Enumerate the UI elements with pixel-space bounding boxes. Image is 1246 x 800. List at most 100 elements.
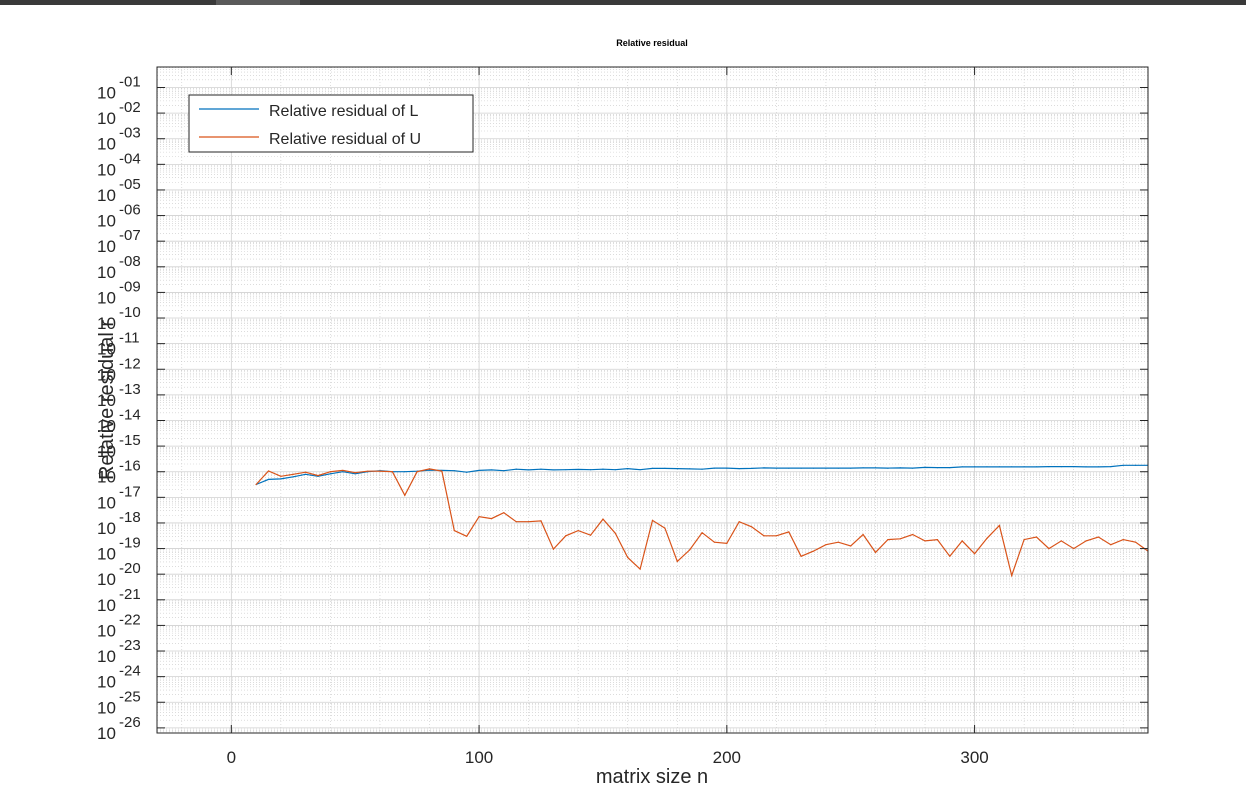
data-point <box>565 469 567 471</box>
data-point <box>391 471 393 473</box>
data-point <box>1135 541 1137 543</box>
data-point <box>936 539 939 541</box>
data-point <box>1060 540 1062 542</box>
y-tick-exponent: -13 <box>119 381 141 398</box>
y-tick-base: 10 <box>97 647 116 666</box>
y-tick-exponent: -05 <box>119 176 141 193</box>
data-point <box>317 474 319 477</box>
data-point <box>280 478 282 480</box>
data-point <box>639 469 641 471</box>
data-point <box>726 542 728 545</box>
data-point <box>961 540 963 542</box>
y-tick-label: 10-02 <box>97 99 141 128</box>
data-point <box>874 467 877 469</box>
data-point <box>837 467 839 469</box>
data-point <box>614 532 616 534</box>
y-tick-base: 10 <box>97 160 116 179</box>
data-point <box>1023 539 1025 541</box>
y-tick-label: 10-04 <box>97 150 141 179</box>
data-point <box>850 467 852 469</box>
data-point <box>503 512 505 514</box>
data-point <box>1097 466 1100 468</box>
y-tick-label: 10-18 <box>97 509 141 538</box>
series-layer <box>255 464 1148 578</box>
data-point <box>775 535 777 537</box>
y-tick-base: 10 <box>97 673 116 692</box>
data-point <box>515 521 517 523</box>
data-point <box>664 527 666 529</box>
y-tick-base: 10 <box>97 340 116 359</box>
data-point <box>342 471 344 473</box>
data-point <box>552 469 555 471</box>
y-tick-base: 10 <box>97 391 116 410</box>
data-point <box>961 466 963 468</box>
data-point <box>887 467 889 469</box>
x-tick-label: 100 <box>465 748 493 767</box>
data-point <box>614 469 616 471</box>
y-tick-label: 10-06 <box>97 202 141 231</box>
data-point <box>577 530 579 532</box>
data-point <box>689 549 691 551</box>
data-point <box>1073 547 1075 550</box>
y-tick-exponent: -22 <box>119 611 141 628</box>
legend[interactable]: Relative residual of L Relative residual… <box>188 94 474 153</box>
minor-grid <box>157 67 1148 733</box>
data-point <box>1110 544 1112 546</box>
data-point <box>738 521 740 523</box>
data-point <box>973 553 976 555</box>
y-tick-label: 10-01 <box>97 73 141 102</box>
x-tick-labels: 0 100 200 300 <box>227 748 989 767</box>
series-points-relative-residual-of-l <box>255 464 1148 486</box>
y-tick-label: 10-22 <box>97 611 141 640</box>
data-point <box>676 560 678 562</box>
y-tick-exponent: -18 <box>119 509 141 526</box>
data-point <box>924 540 926 542</box>
data-point <box>862 467 864 469</box>
data-point <box>1073 466 1075 468</box>
data-point <box>751 467 753 469</box>
data-point <box>800 555 802 557</box>
x-axis-label: matrix size n <box>596 766 708 788</box>
y-tick-base: 10 <box>97 212 116 231</box>
y-tick-base: 10 <box>97 468 116 487</box>
data-point <box>280 475 282 477</box>
data-point <box>713 541 716 543</box>
y-tick-label: 10-23 <box>97 637 141 666</box>
data-point <box>1122 464 1124 466</box>
data-point <box>267 470 270 472</box>
data-point <box>453 530 455 532</box>
data-point <box>763 535 765 537</box>
data-point <box>577 468 579 471</box>
y-tick-label: 10-11 <box>97 330 140 359</box>
data-point <box>837 541 839 543</box>
data-point <box>713 467 716 469</box>
data-point <box>701 468 703 470</box>
y-tick-label: 10-03 <box>97 125 141 154</box>
y-tick-label: 10-12 <box>97 355 141 384</box>
data-point <box>540 468 542 470</box>
y-tick-label: 10-13 <box>97 381 141 410</box>
data-point <box>602 468 604 470</box>
data-point <box>1110 466 1112 468</box>
y-tick-base: 10 <box>97 621 116 640</box>
y-tick-label: 10-21 <box>97 586 141 615</box>
y-tick-label: 10-17 <box>97 483 141 512</box>
data-point <box>528 521 530 523</box>
y-tick-label: 10-19 <box>97 535 141 564</box>
legend-label-l: Relative residual of L <box>269 103 419 120</box>
y-tick-base: 10 <box>97 365 116 384</box>
data-point <box>589 469 592 471</box>
data-point <box>602 518 604 520</box>
window-tab[interactable] <box>216 0 300 5</box>
y-tick-exponent: -24 <box>119 663 141 680</box>
axis-ticks <box>157 67 1148 733</box>
data-point <box>899 467 901 469</box>
data-point <box>949 467 951 469</box>
y-tick-base: 10 <box>97 493 116 512</box>
data-point <box>924 466 926 468</box>
plot-border <box>156 66 1149 734</box>
data-point <box>751 526 753 528</box>
y-tick-exponent: -23 <box>119 637 141 654</box>
data-point <box>565 535 567 537</box>
data-point <box>354 472 356 474</box>
